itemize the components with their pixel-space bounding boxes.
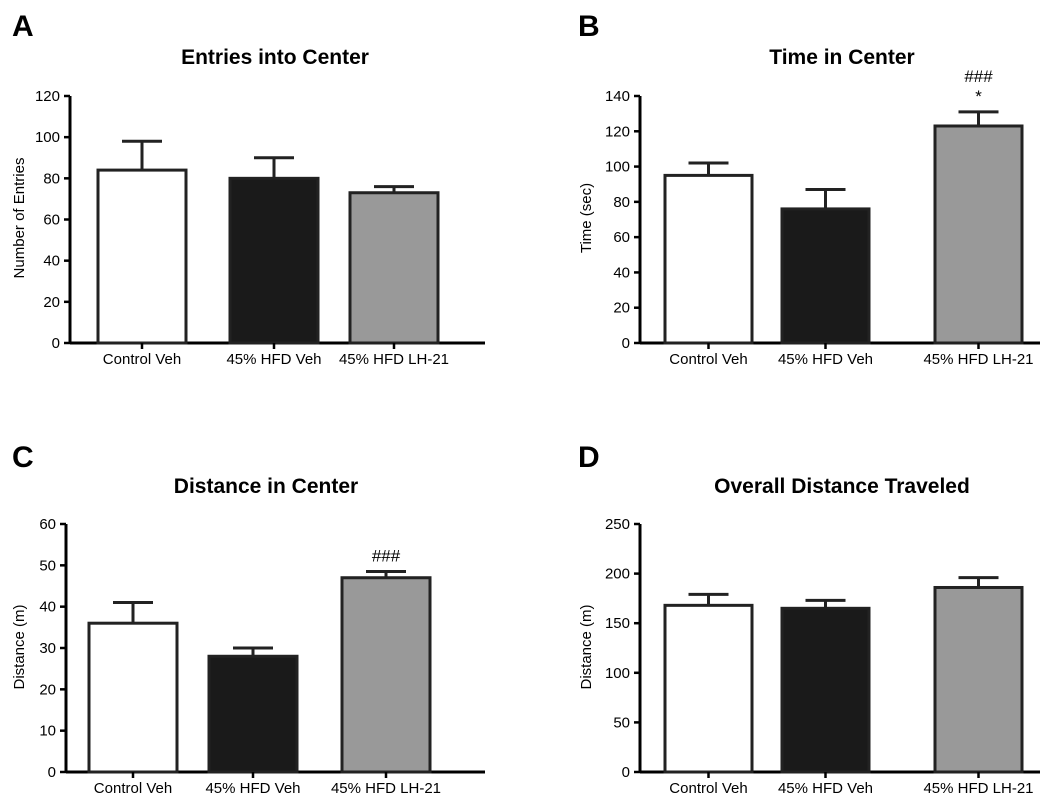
y-tick-label: 50	[39, 557, 56, 574]
bar	[96, 168, 188, 345]
panel-letter: B	[578, 10, 600, 43]
plot-area: 0 10 20 30 40 50 60 Control Veh 45% HFD Veh 45% H…	[39, 516, 485, 797]
bar	[228, 176, 320, 345]
panel-letter: C	[12, 441, 34, 474]
significance-annotation: ###	[372, 547, 401, 566]
y-tick-label: 20	[39, 681, 56, 698]
bar	[663, 173, 754, 345]
y-tick-label: 150	[605, 615, 630, 632]
bar	[87, 621, 179, 774]
significance-annotation: ###	[964, 67, 993, 86]
plot-area: 0 50 100 150 200 250 Control Veh 45% HFD Veh 45%…	[605, 516, 1040, 797]
panel-b: B Time in Center Time (sec) 0 20 40 60 80 100…	[578, 10, 1040, 368]
x-tick-label: 45% HFD Veh	[778, 780, 873, 797]
panel-d: D Overall Distance Traveled Distance (m)…	[578, 441, 1040, 797]
x-tick-label: 45% HFD Veh	[226, 351, 321, 368]
y-tick-label: 0	[622, 335, 630, 352]
y-tick-label: 20	[613, 300, 630, 317]
bar	[933, 124, 1024, 345]
panel-a: A Entries into Center Number of Entries …	[11, 10, 485, 368]
y-tick-label: 140	[605, 88, 630, 105]
y-tick-label: 40	[613, 264, 630, 281]
y-tick-label: 60	[39, 516, 56, 533]
y-tick-label: 250	[605, 516, 630, 533]
y-tick-label: 80	[613, 194, 630, 211]
y-tick-label: 80	[43, 170, 60, 187]
x-tick-label: 45% HFD LH-21	[331, 780, 441, 797]
bar	[663, 603, 754, 774]
plot-area: 0 20 40 60 80 100 120 140 Control Veh 45% HFD Veh…	[605, 67, 1040, 368]
y-tick-label: 20	[43, 294, 60, 311]
plot-area: 0 20 40 60 80 100 120 Control Veh 45% HFD Veh 45%…	[35, 88, 485, 368]
y-tick-label: 40	[43, 253, 60, 270]
y-tick-label: 60	[613, 229, 630, 246]
x-tick-label: Control Veh	[669, 351, 747, 368]
panel-c: C Distance in Center Distance (m) 0 10 20 3…	[11, 441, 485, 797]
y-tick-label: 50	[613, 714, 630, 731]
x-tick-label: 45% HFD LH-21	[923, 780, 1033, 797]
x-tick-label: Control Veh	[94, 780, 172, 797]
y-axis-label: Distance (m)	[11, 604, 28, 689]
bar	[780, 606, 871, 774]
panel-letter: D	[578, 441, 600, 474]
y-tick-label: 30	[39, 640, 56, 657]
bar	[780, 207, 871, 345]
x-tick-label: 45% HFD Veh	[205, 780, 300, 797]
bar	[933, 585, 1024, 774]
y-tick-label: 0	[622, 764, 630, 781]
x-tick-label: Control Veh	[103, 351, 181, 368]
x-tick-label: 45% HFD LH-21	[339, 351, 449, 368]
x-tick-label: 45% HFD Veh	[778, 351, 873, 368]
chart-title: Overall Distance Traveled	[714, 475, 970, 498]
significance-annotation: *	[975, 87, 982, 106]
panel-letter: A	[12, 10, 34, 43]
y-axis-label: Time (sec)	[578, 183, 595, 253]
y-tick-label: 120	[35, 88, 60, 105]
y-tick-label: 100	[605, 159, 630, 176]
y-tick-label: 0	[48, 764, 56, 781]
chart-title: Time in Center	[769, 46, 914, 69]
y-axis-label: Distance (m)	[578, 604, 595, 689]
bar	[340, 576, 432, 774]
chart-title: Entries into Center	[181, 46, 369, 69]
chart-title: Distance in Center	[174, 475, 358, 498]
y-axis-label: Number of Entries	[11, 158, 28, 279]
y-tick-label: 40	[39, 599, 56, 616]
x-tick-label: Control Veh	[669, 780, 747, 797]
y-tick-label: 100	[605, 665, 630, 682]
y-tick-label: 100	[35, 129, 60, 146]
y-tick-label: 0	[52, 335, 60, 352]
x-tick-label: 45% HFD LH-21	[923, 351, 1033, 368]
bar	[348, 191, 440, 345]
y-tick-label: 60	[43, 212, 60, 229]
bar	[207, 654, 299, 774]
y-tick-label: 200	[605, 566, 630, 583]
y-tick-label: 120	[605, 123, 630, 140]
y-tick-label: 10	[39, 723, 56, 740]
